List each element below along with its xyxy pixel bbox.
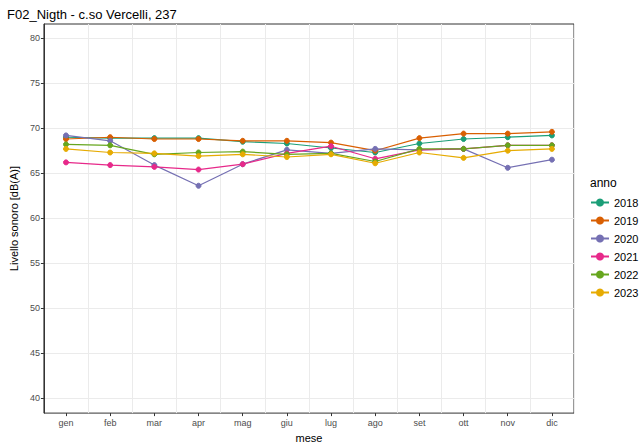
svg-text:Livello sonoro [dB(A)]: Livello sonoro [dB(A)] <box>8 166 20 271</box>
svg-text:ott: ott <box>459 418 470 428</box>
svg-text:65: 65 <box>30 168 40 178</box>
svg-text:70: 70 <box>30 123 40 133</box>
svg-text:anno: anno <box>590 176 617 190</box>
svg-text:feb: feb <box>104 418 117 428</box>
svg-text:gen: gen <box>58 418 73 428</box>
svg-text:2018: 2018 <box>614 197 638 209</box>
svg-text:mag: mag <box>234 418 252 428</box>
svg-text:nov: nov <box>500 418 515 428</box>
svg-text:2023: 2023 <box>614 287 638 299</box>
svg-text:2020: 2020 <box>614 233 638 245</box>
svg-text:ago: ago <box>368 418 383 428</box>
svg-text:mese: mese <box>296 432 323 444</box>
svg-text:2022: 2022 <box>614 269 638 281</box>
svg-text:dic: dic <box>546 418 558 428</box>
svg-text:50: 50 <box>30 303 40 313</box>
svg-text:40: 40 <box>30 393 40 403</box>
svg-text:mar: mar <box>147 418 163 428</box>
svg-text:2019: 2019 <box>614 215 638 227</box>
svg-text:80: 80 <box>30 33 40 43</box>
svg-text:apr: apr <box>192 418 205 428</box>
svg-text:75: 75 <box>30 78 40 88</box>
svg-text:set: set <box>413 418 426 428</box>
svg-text:2021: 2021 <box>614 251 638 263</box>
svg-text:giu: giu <box>281 418 293 428</box>
svg-text:F02_Nigth - c.so Vercelli, 237: F02_Nigth - c.so Vercelli, 237 <box>7 7 177 22</box>
svg-text:lug: lug <box>325 418 337 428</box>
svg-text:60: 60 <box>30 213 40 223</box>
svg-text:55: 55 <box>30 258 40 268</box>
svg-text:45: 45 <box>30 348 40 358</box>
